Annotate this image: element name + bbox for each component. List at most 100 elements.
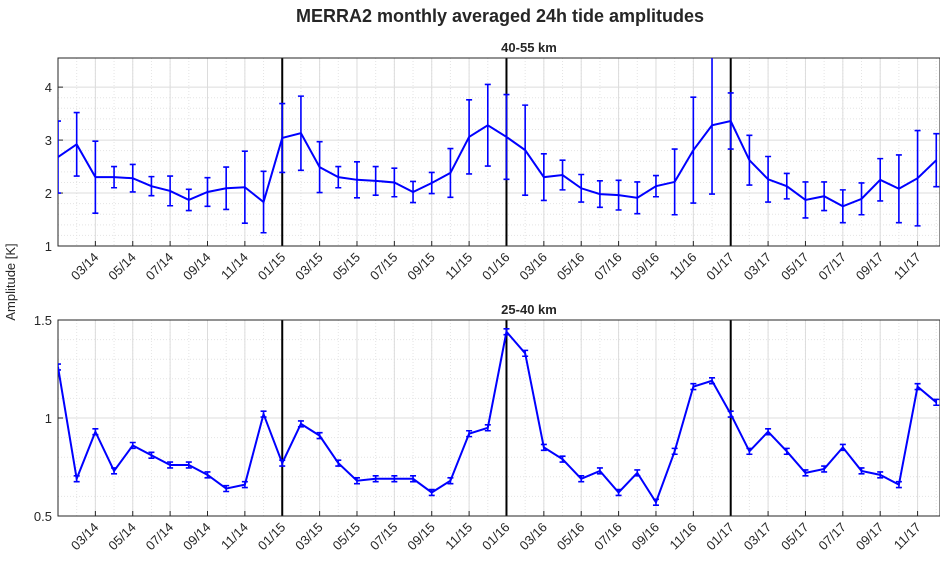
x-tick-label: 05/17	[778, 250, 812, 284]
x-tick-label: 03/17	[741, 250, 775, 284]
error-bar	[148, 451, 155, 459]
error-bar	[690, 382, 697, 391]
error-bar	[316, 431, 323, 440]
x-tick-label: 09/14	[180, 520, 214, 554]
error-bar	[92, 140, 99, 214]
x-tick-label: 09/15	[404, 250, 438, 284]
error-bar	[372, 165, 379, 196]
x-tick-label: 07/14	[143, 520, 177, 554]
error-bar	[858, 467, 865, 475]
x-tick-label: 05/16	[554, 520, 588, 554]
x-tick-label: 11/14	[218, 250, 251, 283]
error-bar	[58, 120, 61, 194]
y-tick-label: 0.5	[34, 509, 52, 524]
x-tick-label: 03/15	[292, 520, 326, 554]
x-tick-label: 11/15	[442, 520, 475, 553]
error-bar	[297, 420, 304, 428]
x-tick-label: 07/15	[367, 250, 401, 284]
error-bar	[241, 480, 248, 489]
error-bar	[596, 180, 603, 209]
error-bar	[260, 170, 267, 234]
x-tick-label: 05/17	[778, 520, 812, 554]
error-bar	[933, 398, 940, 407]
error-bar	[503, 328, 510, 336]
error-bar	[391, 167, 398, 198]
x-tick-label: 03/16	[516, 520, 550, 554]
x-tick-label: 03/16	[516, 250, 550, 284]
error-bar	[73, 475, 80, 483]
error-bar	[933, 132, 940, 188]
error-bar	[540, 443, 547, 452]
x-tick-label: 03/14	[68, 250, 102, 284]
error-bar	[783, 447, 790, 456]
x-tick-label: 07/16	[591, 250, 625, 284]
x-tick-label: 05/14	[105, 250, 139, 284]
x-tick-label: 05/14	[105, 520, 139, 554]
error-bar	[466, 429, 473, 438]
x-tick-label: 07/15	[367, 520, 401, 554]
error-bar	[410, 180, 417, 204]
x-tick-label: 03/15	[292, 250, 326, 284]
x-tick-label: 11/17	[891, 520, 924, 553]
x-tick-label: 11/14	[218, 520, 251, 553]
error-bar	[484, 83, 491, 167]
x-tick-label: 11/16	[667, 520, 700, 553]
error-bar	[167, 461, 174, 469]
error-bar	[652, 498, 659, 507]
error-bar	[129, 441, 136, 450]
error-bar	[522, 349, 529, 358]
error-bar	[111, 467, 118, 475]
error-bar	[279, 102, 286, 174]
error-bar	[895, 480, 902, 489]
error-bar	[335, 165, 342, 189]
error-bar	[690, 96, 697, 204]
x-tick-label: 09/14	[180, 250, 214, 284]
x-tick-label: 07/17	[815, 250, 849, 284]
error-bar	[223, 166, 230, 211]
error-bar	[914, 382, 921, 391]
error-bar	[372, 475, 379, 483]
chart-title: MERRA2 monthly averaged 24h tide amplitu…	[296, 6, 704, 26]
error-bar	[709, 58, 716, 195]
error-bar	[765, 427, 772, 436]
error-bar	[428, 488, 435, 497]
x-tick-label: 05/15	[329, 250, 363, 284]
error-bar	[671, 447, 678, 456]
subplot-title: 40-55 km	[501, 40, 557, 55]
error-bar	[58, 363, 61, 371]
x-tick-label: 01/17	[703, 250, 737, 284]
error-bar	[466, 99, 473, 175]
error-bar	[839, 443, 846, 452]
x-tick-label: 03/17	[741, 520, 775, 554]
error-bar	[167, 175, 174, 207]
error-bar	[615, 488, 622, 497]
error-bar	[428, 171, 435, 195]
error-bar	[447, 147, 454, 199]
error-bar	[353, 160, 360, 199]
error-bar	[821, 465, 828, 473]
error-bar	[111, 165, 118, 189]
error-bar	[671, 148, 678, 216]
x-tick-label: 07/14	[143, 250, 177, 284]
error-bar	[316, 140, 323, 194]
error-bar	[410, 475, 417, 483]
error-bar	[540, 153, 547, 202]
error-bar	[559, 455, 566, 463]
error-bar	[447, 476, 454, 485]
error-bar	[652, 174, 659, 198]
error-bar	[73, 111, 80, 177]
y-axis-label: Amplitude [K]	[3, 243, 18, 320]
error-bar	[634, 469, 641, 477]
plot-area	[58, 58, 940, 234]
error-bar	[765, 155, 772, 203]
x-tick-label: 01/15	[255, 520, 289, 554]
error-bar	[877, 157, 884, 202]
error-bar	[204, 176, 211, 208]
x-tick-label: 01/16	[479, 250, 513, 284]
error-bar	[129, 163, 136, 193]
subplot-title: 25-40 km	[501, 302, 557, 317]
x-tick-label: 09/17	[853, 520, 887, 554]
error-bar	[821, 181, 828, 212]
x-tick-label: 09/17	[853, 250, 887, 284]
